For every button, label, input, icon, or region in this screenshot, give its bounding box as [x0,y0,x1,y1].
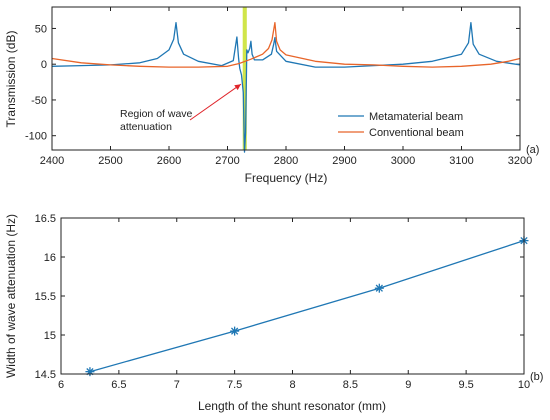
panel-b-ylabel: Width of wave attenuation (Hz) [4,214,18,378]
panel-b-ticks: 6 6.5 7 7.5 8 8.5 9 9.5 10 14.5 15 15.5 16 16.5 [35,213,531,391]
ytick-label: 15 [44,330,56,342]
panel-b-xlabel: Length of the shunt resonator (mm) [198,399,386,413]
legend-label-conventional: Conventional beam [369,127,464,139]
ytick-label: 16 [44,252,56,264]
xtick-label: 6 [58,379,64,391]
annotation-line-2: attenuation [120,121,172,133]
xtick-label: 2500 [98,155,122,167]
xtick-label: 2600 [157,155,181,167]
series-line-0-0 [51,22,521,153]
panel-b-tag: (b) [530,371,543,383]
xtick-label: 9 [405,379,411,391]
xtick-label: 8.5 [343,379,358,391]
highlight-band [242,7,247,150]
xtick-label: 7 [174,379,180,391]
panel-a-frame [51,6,521,151]
panel-a-tag: (a) [526,144,539,156]
panel-a: 2400 2500 2600 2700 2800 2900 3000 3100 3200 -100… [4,6,539,185]
panel-a-series [51,22,521,153]
ytick-label: 15.5 [35,291,56,303]
xtick-label: 8 [289,379,295,391]
series-line-1-0 [89,239,525,373]
xtick-label: 2400 [40,155,64,167]
panel-b-frame [60,217,525,375]
xtick-label: 3000 [391,155,415,167]
legend-label-metamaterial: Metamaterial beam [369,111,463,123]
panel-a-ticks: 2400 2500 2600 2700 2800 2900 3000 3100 3200 -100… [25,7,532,167]
data-point [85,367,95,377]
ytick-label: 0 [41,59,47,71]
annotation-arrowhead [234,84,241,91]
ytick-label: -50 [31,95,47,107]
series-line-0-1 [51,22,521,68]
data-point [230,326,240,336]
panel-a-xlabel: Frequency (Hz) [245,171,328,185]
annotation-arrow [189,83,242,121]
ytick-label: 16.5 [35,213,56,225]
ytick-label: 50 [35,23,47,35]
xtick-label: 10 [518,379,530,391]
xtick-label: 2900 [332,155,356,167]
xtick-label: 9.5 [458,379,473,391]
xtick-label: 6.5 [111,379,126,391]
ytick-label: 14.5 [35,369,56,381]
xtick-label: 7.5 [227,379,242,391]
panel-b: 6 6.5 7 7.5 8 8.5 9 9.5 10 14.5 15 15.5 16 16.5 (b) L… [4,213,543,413]
data-point [374,283,384,293]
annotation-line-1: Region of wave [120,108,193,120]
xtick-label: 2700 [215,155,239,167]
ytick-label: -100 [25,131,47,143]
panel-a-ylabel: Transmission (dB) [4,31,18,128]
panel-b-series [85,236,529,377]
xtick-label: 2800 [274,155,298,167]
xtick-label: 3100 [449,155,473,167]
legend: Metamaterial beam Conventional beam [338,111,464,139]
xtick-label: 3200 [508,155,532,167]
